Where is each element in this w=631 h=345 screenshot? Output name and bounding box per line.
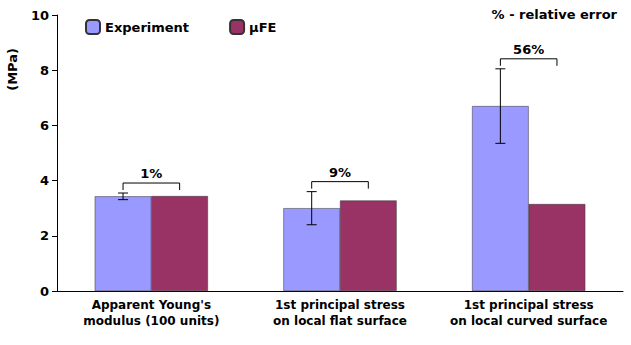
svg-text:9%: 9%: [329, 165, 351, 180]
svg-text:8: 8: [40, 63, 49, 78]
svg-text:4: 4: [40, 173, 49, 188]
svg-text:% - relative error: % - relative error: [492, 7, 618, 22]
svg-text:1st principal stress: 1st principal stress: [275, 298, 405, 312]
svg-text:10: 10: [31, 8, 49, 23]
svg-text:(MPa): (MPa): [5, 48, 20, 91]
svg-text:1st principal stress: 1st principal stress: [464, 298, 594, 312]
svg-text:0: 0: [40, 284, 49, 299]
svg-text:1%: 1%: [140, 166, 162, 181]
svg-text:modulus (100 units): modulus (100 units): [83, 314, 219, 328]
svg-text:2: 2: [40, 228, 49, 243]
svg-text:Experiment: Experiment: [105, 20, 189, 35]
svg-text:6: 6: [40, 118, 49, 133]
svg-text:on local curved surface: on local curved surface: [450, 314, 607, 328]
svg-text:56%: 56%: [513, 42, 544, 57]
svg-text:on local flat surface: on local flat surface: [273, 314, 407, 328]
svg-text:μFE: μFE: [249, 20, 276, 35]
svg-text:Apparent Young's: Apparent Young's: [92, 298, 211, 312]
